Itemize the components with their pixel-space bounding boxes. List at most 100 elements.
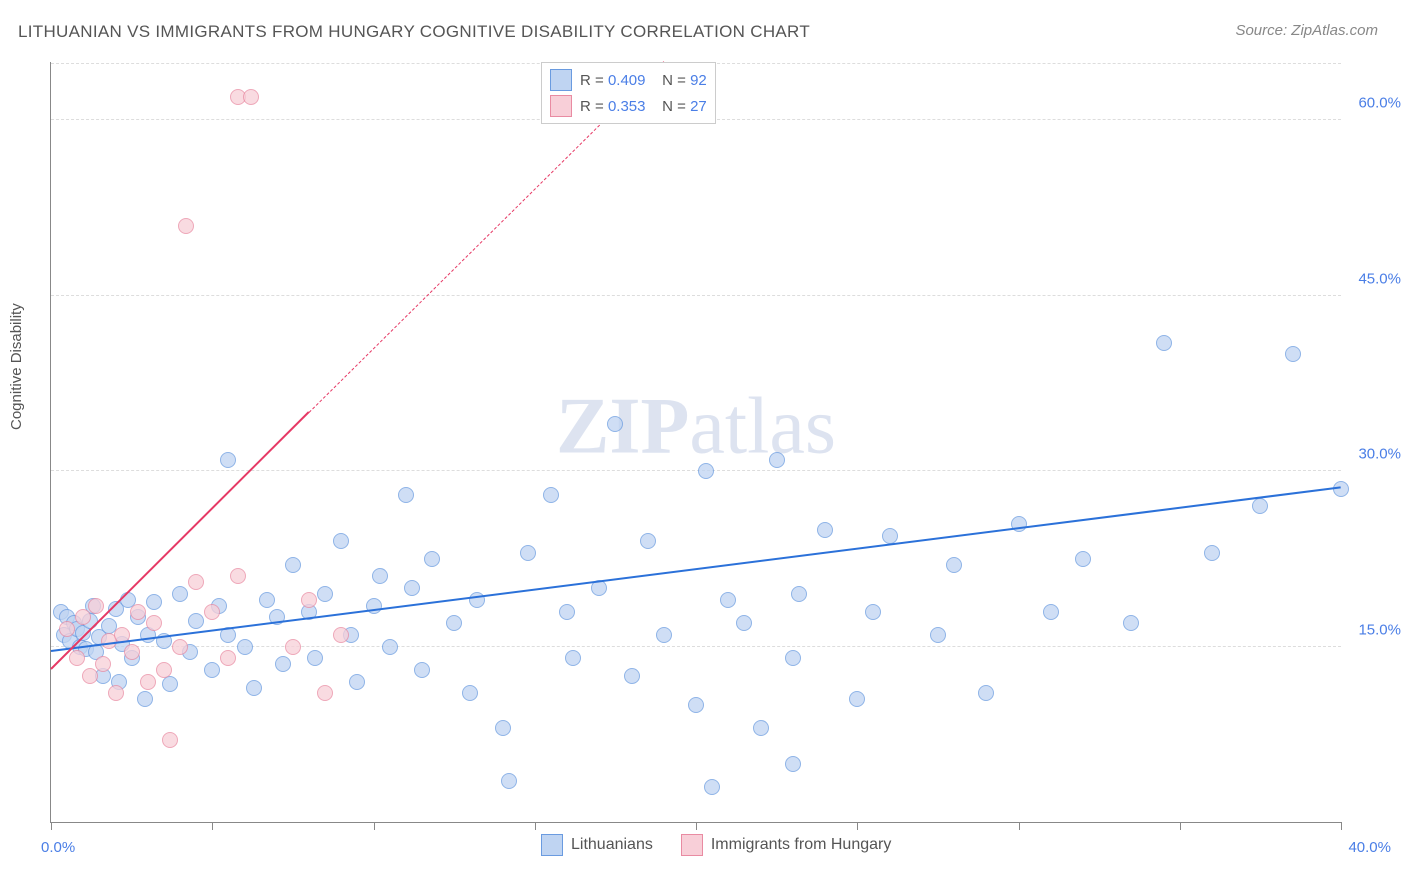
marker-lithuanians <box>424 551 440 567</box>
x-tick <box>374 822 375 830</box>
marker-hungary <box>82 668 98 684</box>
y-tick-label: 15.0% <box>1346 621 1401 638</box>
marker-lithuanians <box>495 720 511 736</box>
legend-swatch-bottom-lithuanians <box>541 834 563 856</box>
gridline <box>51 295 1341 296</box>
marker-lithuanians <box>882 528 898 544</box>
marker-hungary <box>243 89 259 105</box>
legend-item-hungary: Immigrants from Hungary <box>681 834 892 856</box>
marker-lithuanians <box>785 650 801 666</box>
marker-lithuanians <box>817 522 833 538</box>
marker-lithuanians <box>404 580 420 596</box>
marker-lithuanians <box>698 463 714 479</box>
watermark: ZIPatlas <box>556 381 836 472</box>
marker-lithuanians <box>624 668 640 684</box>
marker-lithuanians <box>372 568 388 584</box>
marker-lithuanians <box>1075 551 1091 567</box>
y-axis-label: Cognitive Disability <box>8 303 25 430</box>
marker-lithuanians <box>259 592 275 608</box>
x-tick <box>857 822 858 830</box>
marker-lithuanians <box>1204 545 1220 561</box>
x-tick <box>1180 822 1181 830</box>
marker-lithuanians <box>317 586 333 602</box>
x-tick <box>1341 822 1342 830</box>
marker-lithuanians <box>865 604 881 620</box>
marker-hungary <box>178 218 194 234</box>
marker-lithuanians <box>930 627 946 643</box>
gridline <box>51 470 1341 471</box>
marker-lithuanians <box>1123 615 1139 631</box>
marker-lithuanians <box>559 604 575 620</box>
marker-lithuanians <box>849 691 865 707</box>
marker-lithuanians <box>753 720 769 736</box>
marker-lithuanians <box>543 487 559 503</box>
marker-hungary <box>130 604 146 620</box>
marker-hungary <box>146 615 162 631</box>
marker-lithuanians <box>382 639 398 655</box>
marker-hungary <box>172 639 188 655</box>
n-value-1: 27 <box>690 98 707 115</box>
marker-lithuanians <box>520 545 536 561</box>
marker-hungary <box>156 662 172 678</box>
marker-lithuanians <box>946 557 962 573</box>
r-value-0: 0.409 <box>608 72 646 89</box>
marker-hungary <box>220 650 236 666</box>
marker-lithuanians <box>285 557 301 573</box>
trend-line <box>50 411 309 670</box>
marker-lithuanians <box>162 676 178 692</box>
marker-lithuanians <box>349 674 365 690</box>
marker-lithuanians <box>720 592 736 608</box>
source-label: Source: ZipAtlas.com <box>1235 22 1378 39</box>
marker-lithuanians <box>237 639 253 655</box>
y-tick-label: 45.0% <box>1346 270 1401 287</box>
x-tick <box>1019 822 1020 830</box>
plot-area: ZIPatlas 15.0%30.0%45.0%60.0% R = 0.409 … <box>50 62 1341 823</box>
marker-lithuanians <box>1252 498 1268 514</box>
chart-title: LITHUANIAN VS IMMIGRANTS FROM HUNGARY CO… <box>18 22 810 42</box>
legend-swatch-hungary <box>550 95 572 117</box>
n-label-0: N = <box>662 72 686 89</box>
legend-series: Lithuanians Immigrants from Hungary <box>541 834 891 856</box>
marker-lithuanians <box>501 773 517 789</box>
marker-lithuanians <box>640 533 656 549</box>
marker-hungary <box>124 644 140 660</box>
marker-hungary <box>188 574 204 590</box>
legend-row-lithuanians: R = 0.409 N = 92 <box>550 67 707 93</box>
marker-lithuanians <box>1285 346 1301 362</box>
r-label-1: R = <box>580 98 604 115</box>
n-label-1: N = <box>662 98 686 115</box>
legend-swatch-bottom-hungary <box>681 834 703 856</box>
marker-hungary <box>95 656 111 672</box>
marker-lithuanians <box>978 685 994 701</box>
marker-lithuanians <box>1156 335 1172 351</box>
marker-lithuanians <box>607 416 623 432</box>
x-tick <box>51 822 52 830</box>
marker-hungary <box>69 650 85 666</box>
n-value-0: 92 <box>690 72 707 89</box>
marker-hungary <box>285 639 301 655</box>
marker-hungary <box>88 598 104 614</box>
marker-hungary <box>317 685 333 701</box>
marker-lithuanians <box>785 756 801 772</box>
legend-swatch-lithuanians <box>550 69 572 91</box>
x-tick-label-min: 0.0% <box>41 839 75 856</box>
marker-hungary <box>301 592 317 608</box>
marker-lithuanians <box>172 586 188 602</box>
x-tick <box>212 822 213 830</box>
marker-lithuanians <box>736 615 752 631</box>
marker-lithuanians <box>769 452 785 468</box>
marker-hungary <box>59 621 75 637</box>
marker-lithuanians <box>204 662 220 678</box>
x-tick <box>696 822 697 830</box>
x-tick-label-max: 40.0% <box>1348 839 1391 856</box>
marker-lithuanians <box>275 656 291 672</box>
series-name-1: Immigrants from Hungary <box>711 836 892 854</box>
legend-correlation: R = 0.409 N = 92 R = 0.353 N = 27 <box>541 62 716 124</box>
marker-hungary <box>162 732 178 748</box>
marker-hungary <box>75 609 91 625</box>
series-name-0: Lithuanians <box>571 836 653 854</box>
marker-lithuanians <box>333 533 349 549</box>
marker-lithuanians <box>656 627 672 643</box>
marker-lithuanians <box>137 691 153 707</box>
y-tick-label: 60.0% <box>1346 95 1401 112</box>
